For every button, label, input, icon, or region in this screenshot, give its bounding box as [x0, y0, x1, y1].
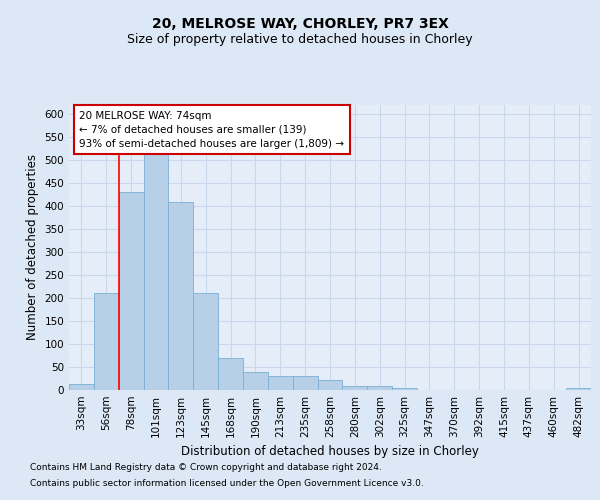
Text: 20, MELROSE WAY, CHORLEY, PR7 3EX: 20, MELROSE WAY, CHORLEY, PR7 3EX [152, 18, 448, 32]
Bar [169, 202, 193, 390]
Bar [94, 294, 119, 390]
Bar [143, 140, 169, 390]
Text: Size of property relative to detached houses in Chorley: Size of property relative to detached ho… [127, 32, 473, 46]
Bar [218, 358, 243, 390]
Text: Contains public sector information licensed under the Open Government Licence v3: Contains public sector information licen… [30, 478, 424, 488]
Bar [119, 192, 143, 390]
Bar [243, 372, 268, 390]
Bar [343, 386, 367, 390]
Text: Contains HM Land Registry data © Crown copyright and database right 2024.: Contains HM Land Registry data © Crown c… [30, 464, 382, 472]
Bar [317, 380, 343, 390]
Bar [566, 388, 591, 390]
Text: 20 MELROSE WAY: 74sqm
← 7% of detached houses are smaller (139)
93% of semi-deta: 20 MELROSE WAY: 74sqm ← 7% of detached h… [79, 110, 344, 148]
Y-axis label: Number of detached properties: Number of detached properties [26, 154, 39, 340]
Bar [392, 388, 417, 390]
Bar [293, 376, 317, 390]
Bar [367, 386, 392, 390]
Bar [268, 376, 293, 390]
Bar [69, 384, 94, 390]
X-axis label: Distribution of detached houses by size in Chorley: Distribution of detached houses by size … [181, 446, 479, 458]
Bar [193, 294, 218, 390]
